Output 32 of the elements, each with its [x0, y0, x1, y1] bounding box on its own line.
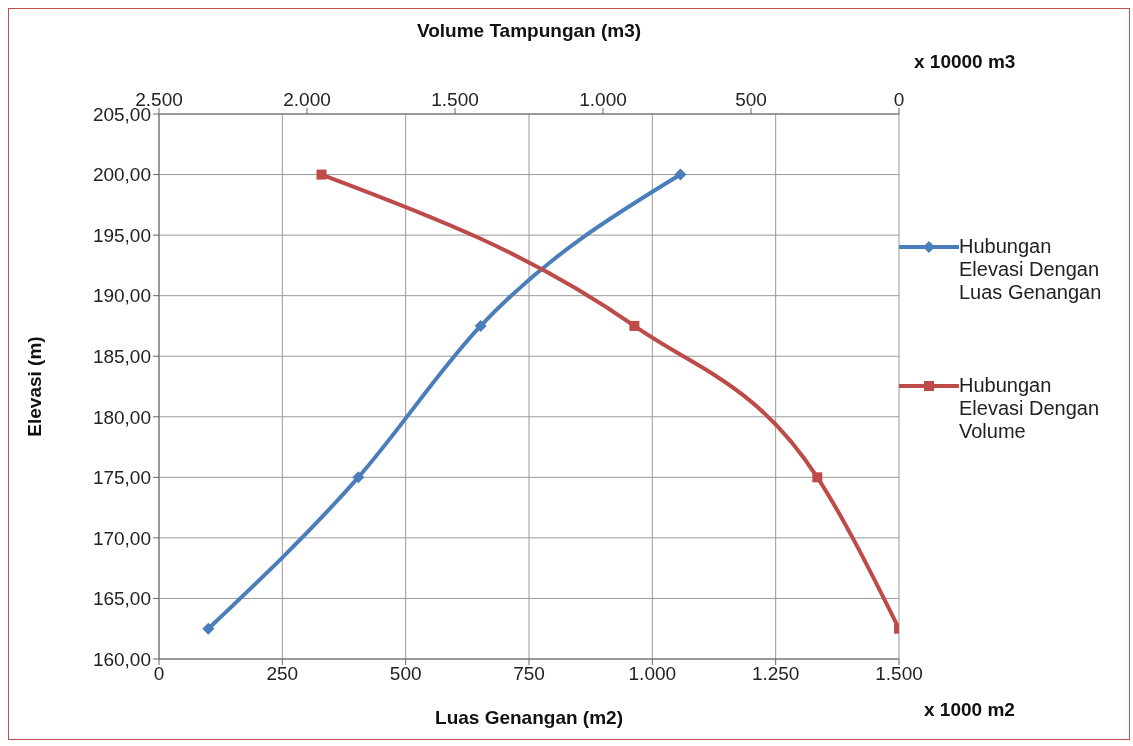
x-tick-label: 1.500 [875, 663, 923, 685]
x-tick-label: 750 [513, 663, 545, 685]
y-tick-label: 200,00 [92, 164, 151, 186]
x2-tick-label: 1.500 [431, 89, 479, 110]
x2-tick-label: 1.000 [579, 89, 627, 110]
x-tick-label: 1.000 [628, 663, 677, 685]
x-tick-label: 250 [266, 663, 299, 685]
text: x 10000 m3 [914, 51, 1016, 73]
y-tick-label: 170,00 [92, 527, 151, 549]
y-tick-label: 190,00 [92, 285, 151, 307]
y-tick-label: 180,00 [92, 406, 151, 428]
x2-tick-label: 0 [893, 89, 905, 110]
x-tick-label: 1.250 [751, 663, 800, 685]
x2-tick-label: 500 [735, 89, 767, 110]
legend-label: Hubungan Elevasi Dengan Volume [959, 374, 1101, 443]
x-axis-title: Luas Genangan (m2) [435, 707, 623, 728]
point [352, 471, 365, 484]
legend-label: Hubungan Elevasi Dengan Luas Genangan [959, 235, 1103, 304]
point [202, 622, 215, 635]
y-tick-label: 195,00 [92, 224, 151, 246]
x-tick-label: 500 [389, 663, 422, 685]
point [674, 168, 687, 181]
y-tick-label: 160,00 [92, 648, 151, 670]
y-tick-label: 165,00 [92, 588, 151, 610]
y-tick-label: 175,00 [92, 467, 151, 489]
x-tick-label: 0 [153, 663, 165, 685]
x2-axis-title: Volume Tampungan (m3) [416, 20, 642, 42]
point [474, 319, 487, 332]
text: x 1000 m2 [924, 699, 1015, 721]
x2-tick-label: 2.000 [283, 89, 331, 110]
y-tick-label: 185,00 [92, 345, 151, 367]
y-axis-title: Elevasi (m) [23, 336, 45, 437]
